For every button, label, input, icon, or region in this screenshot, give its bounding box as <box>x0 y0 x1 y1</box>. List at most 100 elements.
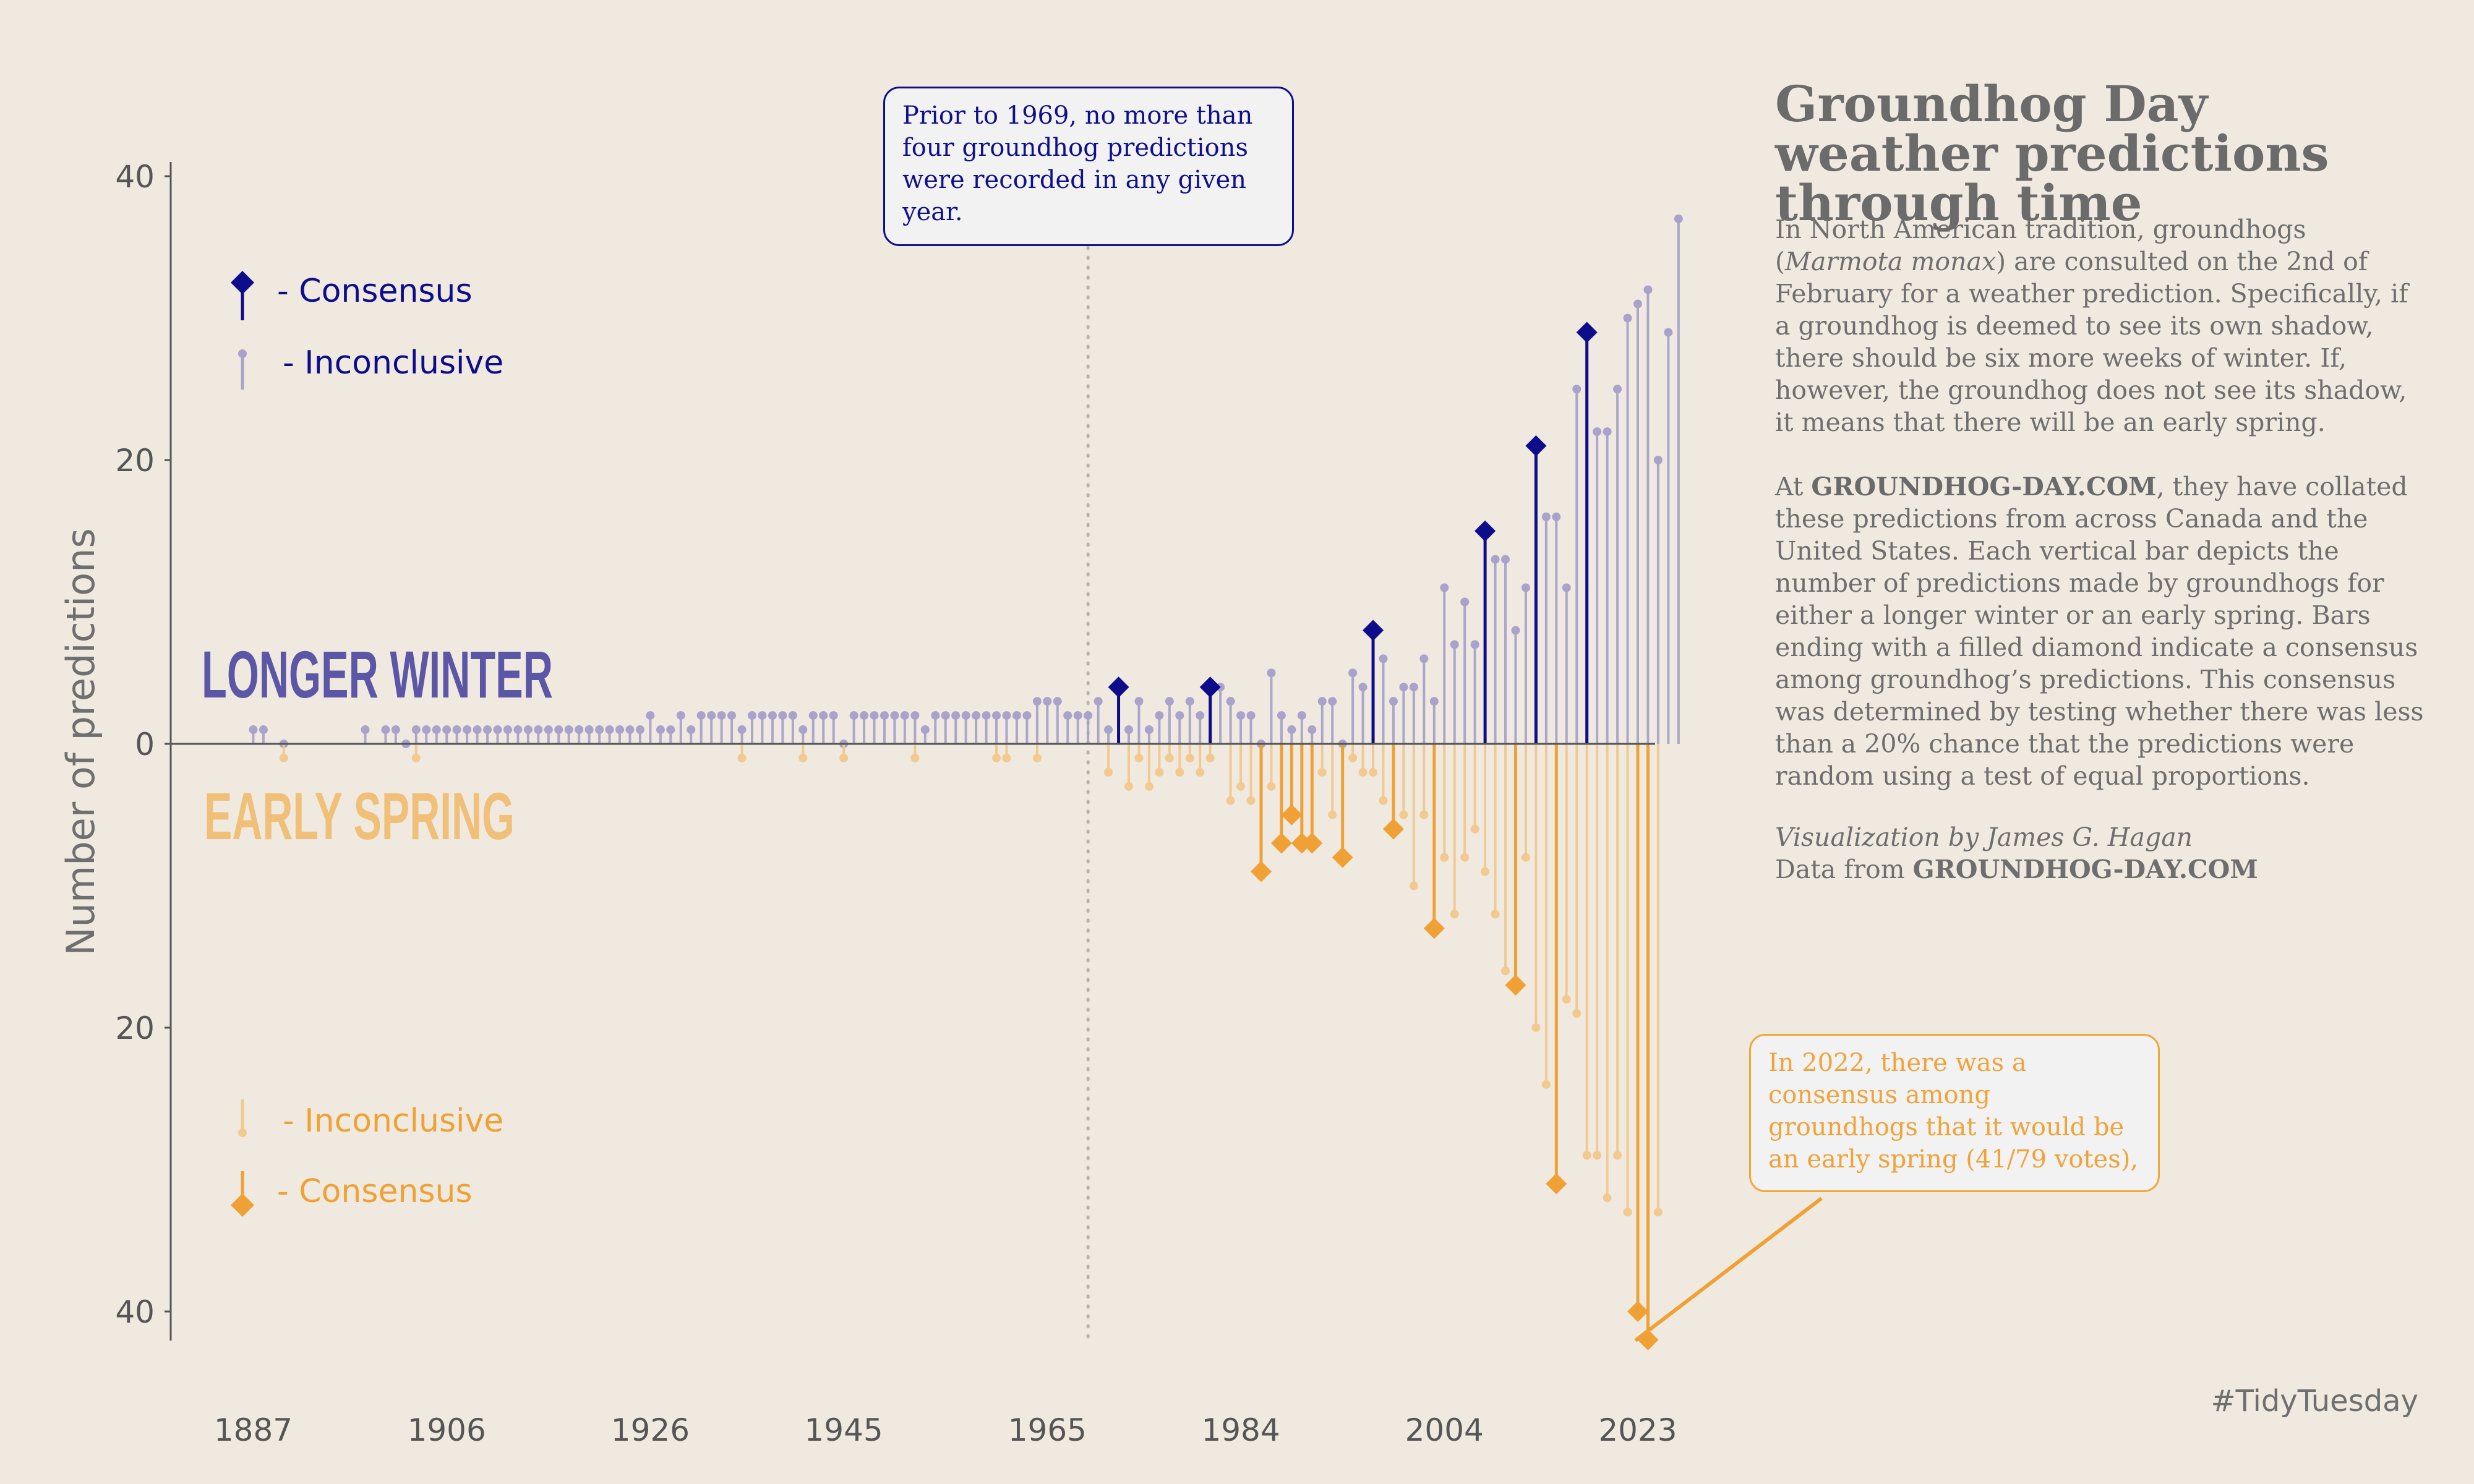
winter-point-2005 <box>1450 640 1459 649</box>
page-title: Groundhog Day weather predictions throug… <box>1775 75 2329 232</box>
x-tick-label: 1984 <box>1201 1412 1280 1448</box>
annotation-2022: In 2022, there was a consensus among gro… <box>1749 1034 2160 1192</box>
winter-point-2025 <box>1653 456 1663 464</box>
spring-point-2000 <box>1399 810 1408 819</box>
winter-point-1887 <box>249 725 258 735</box>
winter-point-1910 <box>483 725 492 735</box>
spring-point-1945 <box>839 753 849 762</box>
spring-point-1993 <box>1328 810 1337 819</box>
winter-point-1961 <box>1002 711 1011 720</box>
winter-point-1953 <box>920 725 930 735</box>
data-source-credit: Data from GROUNDHOG-DAY.COM <box>1775 855 2258 884</box>
winter-point-2009 <box>1491 555 1500 564</box>
legend-spring-consensus-label: - Consensus <box>277 1173 473 1210</box>
winter-point-1926 <box>646 711 655 720</box>
hashtag: #TidyTuesday <box>2211 1384 2418 1418</box>
winter-point-2021 <box>1613 385 1622 394</box>
x-tick-label: 2023 <box>1598 1412 1677 1448</box>
winter-point-2001 <box>1409 683 1418 692</box>
legend-spring-inconclusive-marker <box>238 1099 247 1137</box>
axes-layer <box>169 162 1655 1341</box>
winter-point-1950 <box>890 711 899 720</box>
longer-winter-label: LONGER WINTER <box>202 637 553 712</box>
winter-point-1957 <box>961 711 970 720</box>
winter-point-1920 <box>584 725 594 735</box>
winter-point-1960 <box>992 711 1001 720</box>
winter-point-1956 <box>951 711 961 720</box>
winter-point-1932 <box>707 711 716 720</box>
winter-point-1904 <box>422 725 431 735</box>
spring-point-1890 <box>279 753 288 762</box>
winter-point-1988 <box>1277 711 1286 720</box>
winter-point-1936 <box>747 711 756 720</box>
winter-point-1939 <box>778 711 787 720</box>
winter-point-1888 <box>259 725 268 735</box>
spring-point-1935 <box>737 753 747 762</box>
winter-point-1943 <box>819 711 828 720</box>
winter-point-1941 <box>798 725 808 735</box>
x-tick-label: 1906 <box>408 1412 486 1448</box>
spring-point-2019 <box>1593 1151 1602 1160</box>
spring-point-1974 <box>1134 753 1144 762</box>
winter-point-1930 <box>687 725 696 735</box>
winter-point-1971 <box>1104 725 1113 735</box>
winter-point-1937 <box>758 711 767 720</box>
winter-point-2017 <box>1572 385 1582 394</box>
spring-point-1998 <box>1379 796 1388 805</box>
winter-point-1931 <box>696 711 706 720</box>
lollipop-layer <box>249 214 1683 1350</box>
spring-point-2002 <box>1419 810 1429 819</box>
winter-point-1907 <box>452 725 461 735</box>
winter-point-1980 <box>1196 711 1205 720</box>
winter-point-1901 <box>391 725 400 735</box>
winter-point-1906 <box>442 725 452 735</box>
author-credit: Visualization by James G. Hagan <box>1775 822 2193 852</box>
winter-point-1947 <box>860 711 869 720</box>
winter-point-1967 <box>1063 711 1072 720</box>
winter-point-1938 <box>768 711 777 720</box>
spring-consensus-marker-1989 <box>1281 804 1303 825</box>
spring-point-1903 <box>411 753 421 762</box>
description-paragraph-2: At GROUNDHOG-DAY.COM, they have collated… <box>1775 472 2424 791</box>
x-tick-label: 1945 <box>805 1412 883 1448</box>
spring-point-2016 <box>1562 995 1571 1004</box>
spring-point-2007 <box>1470 824 1479 834</box>
winter-point-2011 <box>1511 626 1520 635</box>
winter-point-2002 <box>1419 654 1429 663</box>
winter-point-2027 <box>1674 214 1683 223</box>
spring-point-1980 <box>1196 767 1205 777</box>
winter-point-1915 <box>534 725 543 735</box>
winter-point-1923 <box>615 725 625 735</box>
legend-spring-consensus-marker <box>231 1171 254 1217</box>
legend-winter-consensus-label: - Consensus <box>277 273 473 310</box>
winter-point-1970 <box>1094 697 1103 706</box>
winter-point-1900 <box>381 725 390 735</box>
winter-consensus-marker-1981 <box>1199 676 1221 698</box>
winter-point-1951 <box>900 711 909 720</box>
spring-point-2018 <box>1582 1151 1591 1160</box>
spring-point-1978 <box>1175 767 1184 777</box>
spring-point-1941 <box>798 753 808 762</box>
spring-point-2022 <box>1623 1208 1632 1217</box>
spring-point-1979 <box>1185 753 1194 762</box>
legend-winter: - Consensus - Inconclusive <box>231 271 503 390</box>
winter-point-1974 <box>1134 697 1144 706</box>
winter-point-1955 <box>941 711 950 720</box>
winter-point-1905 <box>432 725 441 735</box>
winter-point-2026 <box>1664 328 1673 337</box>
spring-point-2017 <box>1572 1009 1582 1018</box>
description: In North American tradition, groundhogs … <box>1775 213 2431 824</box>
winter-point-2016 <box>1562 583 1571 592</box>
spring-point-1984 <box>1236 782 1246 791</box>
winter-point-2023 <box>1633 299 1642 309</box>
winter-point-2020 <box>1603 427 1612 437</box>
winter-point-1922 <box>605 725 614 735</box>
winter-point-1919 <box>575 725 584 735</box>
winter-point-1909 <box>473 725 482 735</box>
spring-point-1981 <box>1205 753 1215 762</box>
winter-point-1965 <box>1043 697 1052 706</box>
spring-point-2010 <box>1501 966 1510 976</box>
winter-point-2000 <box>1399 683 1408 692</box>
winter-point-1999 <box>1389 697 1398 706</box>
